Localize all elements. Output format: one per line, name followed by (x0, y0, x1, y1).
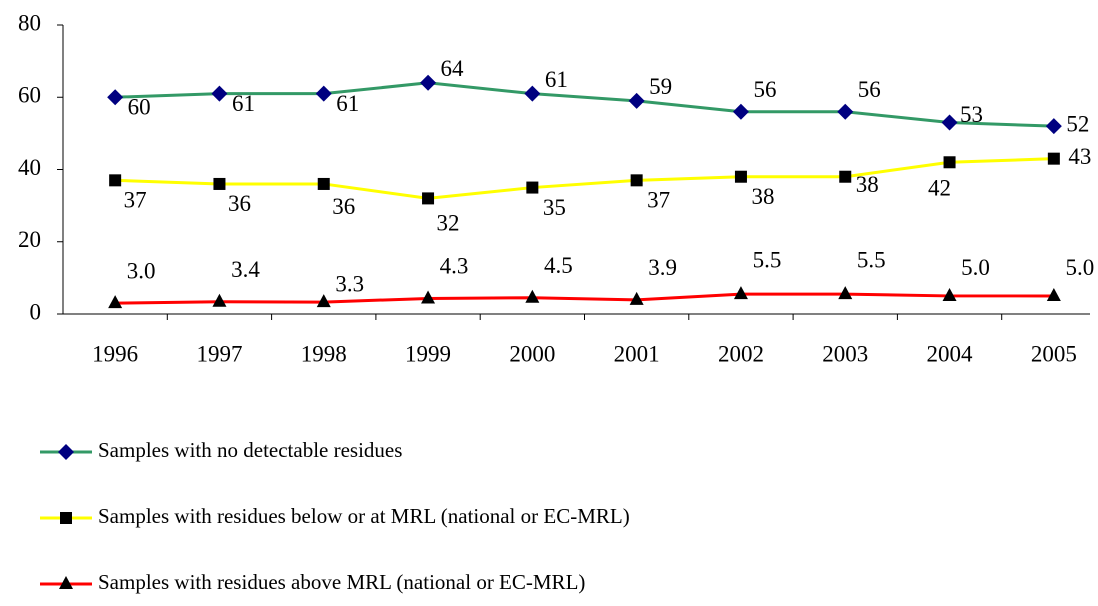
x-tick-label: 2004 (927, 341, 974, 366)
legend-label: Samples with no detectable residues (98, 438, 402, 462)
marker (421, 290, 436, 304)
marker (213, 177, 226, 190)
data-label: 56 (858, 77, 881, 102)
marker (212, 293, 227, 307)
data-label: 37 (124, 188, 147, 213)
data-label: 53 (960, 102, 983, 127)
data-label: 4.3 (440, 254, 469, 279)
marker (1046, 287, 1061, 301)
data-label: 5.5 (857, 247, 886, 272)
x-tick-label: 2002 (718, 341, 764, 366)
data-label: 56 (753, 77, 776, 102)
marker (525, 289, 540, 303)
legend-label: Samples with residues above MRL (nationa… (98, 570, 585, 594)
marker (108, 295, 123, 309)
x-tick-label: 2000 (509, 341, 555, 366)
y-tick-label: 0 (30, 299, 42, 324)
data-label: 32 (437, 211, 460, 236)
marker (941, 114, 958, 131)
marker (422, 192, 435, 205)
x-tick-label: 1998 (301, 341, 347, 366)
marker (629, 291, 644, 305)
series-line (115, 292, 1054, 305)
data-label: 61 (232, 91, 255, 116)
marker (733, 286, 748, 300)
marker (211, 85, 228, 102)
data-label: 5.0 (961, 255, 990, 280)
y-tick-label: 80 (18, 10, 41, 35)
data-label: 43 (1068, 144, 1091, 169)
marker (837, 103, 854, 120)
marker (58, 444, 74, 460)
marker (734, 170, 747, 183)
marker (420, 74, 437, 91)
marker (942, 287, 957, 301)
data-label: 3.4 (231, 257, 260, 282)
data-label: 61 (545, 67, 568, 92)
marker (628, 92, 645, 109)
marker (107, 89, 124, 106)
data-label: 42 (928, 176, 951, 201)
data-label: 35 (543, 195, 566, 220)
data-label: 5.5 (753, 247, 782, 272)
data-label: 60 (128, 95, 151, 120)
data-label: 37 (647, 188, 670, 213)
marker (60, 512, 72, 524)
x-tick-label: 2003 (822, 341, 868, 366)
y-tick-label: 40 (18, 155, 41, 180)
x-tick-label: 1996 (92, 341, 138, 366)
marker (526, 181, 539, 194)
marker (524, 85, 541, 102)
data-label: 38 (856, 172, 879, 197)
data-label: 3.0 (127, 258, 156, 283)
marker (732, 103, 749, 120)
data-label: 4.5 (544, 253, 573, 278)
y-tick-label: 20 (18, 227, 41, 252)
data-label: 59 (649, 74, 672, 99)
data-label: 36 (228, 191, 251, 216)
data-label: 3.9 (648, 255, 677, 280)
legend-label: Samples with residues below or at MRL (n… (98, 504, 630, 528)
marker (59, 576, 73, 589)
marker (315, 85, 332, 102)
marker (839, 170, 852, 183)
x-tick-label: 1997 (196, 341, 242, 366)
marker (630, 174, 643, 187)
data-label: 36 (332, 194, 355, 219)
marker (109, 174, 122, 187)
data-label: 3.3 (335, 271, 364, 296)
marker (838, 286, 853, 300)
series-line (115, 157, 1054, 200)
series-line (115, 81, 1054, 128)
marker (1047, 152, 1060, 165)
marker (316, 294, 331, 308)
marker (943, 156, 956, 169)
data-label: 64 (441, 56, 465, 81)
marker (1045, 118, 1062, 135)
data-label: 38 (751, 184, 774, 209)
x-tick-label: 1999 (405, 341, 451, 366)
x-tick-label: 2005 (1031, 341, 1077, 366)
data-label: 61 (336, 91, 359, 116)
marker (317, 177, 330, 190)
data-label: 5.0 (1065, 255, 1094, 280)
y-tick-label: 60 (18, 83, 41, 108)
x-tick-label: 2001 (614, 341, 660, 366)
data-label: 52 (1066, 111, 1089, 136)
